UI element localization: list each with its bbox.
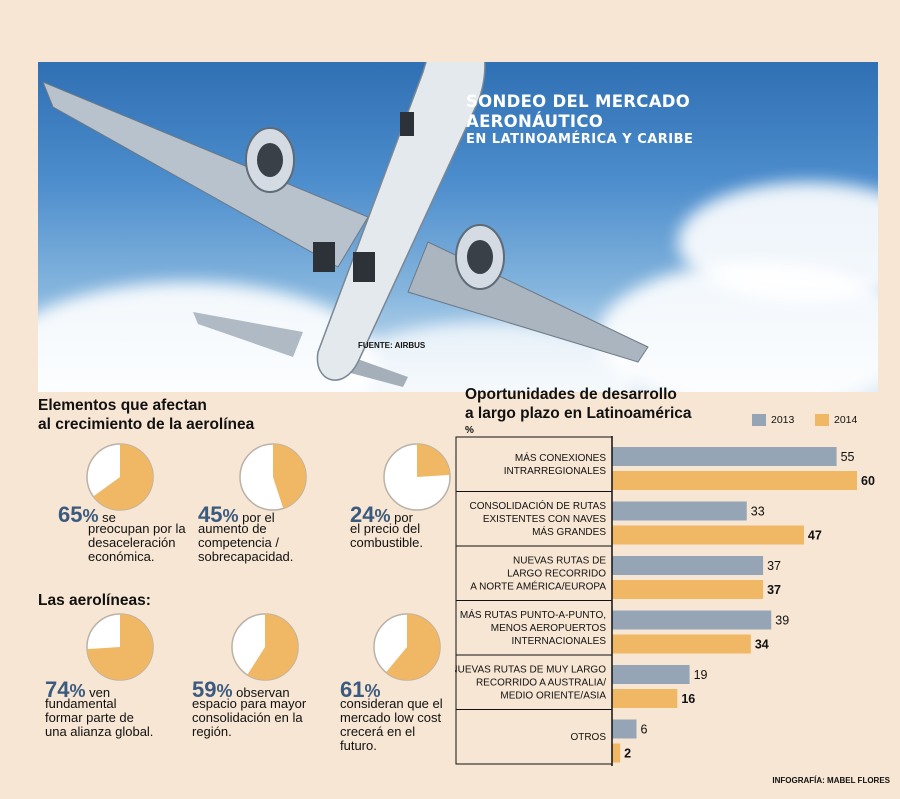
pie-airline-consolidation [231, 613, 299, 681]
bar-chart: MÁS CONEXIONES INTRARREGIONALES 55 60 CONSOL… [455, 436, 875, 766]
category-label: LARGO RECORRIDO [507, 568, 606, 579]
bar-value-label-2013: 37 [767, 559, 781, 573]
category-label: NUEVAS RUTAS DE MUY LARGO [455, 664, 606, 675]
stat-airline-consolidation-pct: 59% [192, 677, 233, 702]
pie-slice [93, 444, 153, 510]
infographic-credit: INFOGRAFÍA: MABEL FLORES [772, 776, 890, 785]
category-label: EXISTENTES CON NAVES [483, 514, 607, 525]
stat-airline-consolidation: 59% observan espacio para mayor consolid… [192, 677, 307, 739]
airplane-illustration [42, 62, 649, 387]
bar-2014 [612, 580, 764, 599]
pie-factor-competition [239, 443, 307, 511]
category-label: CONSOLIDACIÓN DE RUTAS [470, 499, 607, 512]
pie-slice [273, 444, 307, 509]
stat-factor-fuel-pct: 24% [350, 502, 391, 527]
pie-factor-fuel [383, 443, 451, 511]
category-label: OTROS [570, 732, 606, 743]
bar-2013 [612, 719, 637, 739]
legend-label-2013: 2013 [771, 414, 795, 426]
stat-airline-lowcost-pct: 61% [340, 677, 381, 702]
bar-2014 [612, 634, 751, 654]
stat-airline-alliance-pct: 74% [45, 677, 86, 702]
factors-title: Elementos que afectan al crecimiento de … [38, 396, 254, 434]
factors-title-line2: al crecimiento de la aerolínea [38, 416, 255, 433]
pie-slice [417, 444, 450, 477]
hero-title: SONDEO DEL MERCADO AERONÁUTICO [466, 92, 690, 132]
bar-2014 [612, 689, 678, 708]
bar-2014 [612, 471, 857, 490]
category-label: MEDIO ORIENTE/ASIA [500, 690, 606, 701]
bar-2013 [612, 610, 772, 630]
stat-airline-alliance: 74% ven fundamental formar parte de una … [45, 677, 154, 739]
category-label: MENOS AEROPUERTOS [491, 623, 607, 634]
category-label: A NORTE AMÉRICA/EUROPA [470, 579, 606, 592]
pie-factor-economy [86, 443, 154, 511]
legend-label-2014: 2014 [834, 414, 858, 426]
category-label: INTERNACIONALES [512, 636, 607, 647]
pie-slice [247, 614, 298, 680]
bar-value-label-2013: 6 [641, 723, 648, 737]
hero-title-line1: SONDEO DEL MERCADO [466, 92, 691, 111]
category-label: MÁS GRANDES [532, 525, 606, 538]
bar-value-label-2014: 34 [755, 638, 769, 652]
legend-swatch-2014 [815, 414, 829, 426]
bar-2014 [612, 743, 621, 763]
bar-value-label-2013: 55 [841, 450, 855, 464]
category-label: MÁS RUTAS PUNTO-A-PUNTO, [460, 608, 606, 621]
hero-photo [38, 62, 878, 392]
bar-value-label-2013: 39 [775, 614, 789, 628]
chart-title-line2: a largo plazo en Latinoamérica [465, 405, 692, 422]
chart-title: Oportunidades de desarrollo a largo plaz… [465, 385, 692, 423]
bar-value-label-2014: 60 [861, 474, 875, 488]
pie-slice [385, 614, 440, 680]
hero-subtitle: EN LATINOAMÉRICA Y CARIBE [466, 132, 694, 147]
chart-unit-label: % [465, 425, 474, 436]
stat-factor-economy: 65% se preocupan por la desaceleración e… [58, 502, 186, 564]
pie-airline-alliance [86, 613, 154, 681]
legend-swatch-2013 [752, 414, 766, 426]
bar-value-label-2014: 47 [808, 529, 822, 543]
category-label: MÁS CONEXIONES [515, 451, 606, 464]
bar-2013 [612, 665, 690, 684]
bar-value-label-2013: 33 [751, 505, 765, 519]
bar-value-label-2014: 2 [624, 747, 631, 761]
factors-title-line1: Elementos que afectan [38, 397, 207, 414]
bar-value-label-2014: 16 [681, 692, 695, 706]
bar-value-label-2014: 37 [767, 583, 781, 597]
stat-factor-fuel: 24% por el precio del combustible. [350, 502, 423, 550]
stat-factor-competition-pct: 45% [198, 502, 239, 527]
airlines-title: Las aerolíneas: [38, 592, 151, 609]
category-label: RECORRIDO A AUSTRALIA/ [476, 677, 606, 688]
bar-2014 [612, 525, 804, 545]
category-label: NUEVAS RUTAS DE [513, 555, 606, 566]
pie-slice [87, 614, 153, 680]
chart-title-line1: Oportunidades de desarrollo [465, 386, 677, 403]
bar-value-label-2013: 19 [694, 668, 708, 682]
bar-2013 [612, 447, 837, 466]
bar-2013 [612, 501, 747, 521]
pie-airline-lowcost [373, 613, 441, 681]
hero-title-line2: AERONÁUTICO [466, 112, 604, 131]
hero-source: FUENTE: AIRBUS [358, 341, 426, 350]
stat-factor-economy-pct: 65% [58, 502, 99, 527]
stat-factor-competition: 45% por el aumento de competencia / sobr… [198, 502, 294, 564]
bar-2013 [612, 556, 764, 575]
stat-airline-lowcost: 61% consideran que el mercado low cost c… [340, 677, 443, 753]
category-label: INTRARREGIONALES [504, 466, 607, 477]
